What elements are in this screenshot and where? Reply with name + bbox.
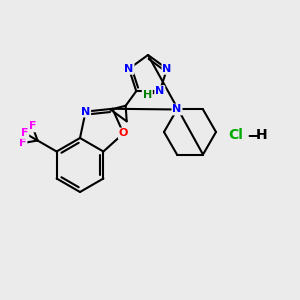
- Text: F: F: [21, 128, 28, 138]
- Text: F: F: [19, 138, 26, 148]
- Text: N: N: [124, 64, 134, 74]
- Text: Cl: Cl: [228, 128, 243, 142]
- Text: O: O: [119, 128, 128, 138]
- Text: H: H: [256, 128, 268, 142]
- Text: H: H: [143, 90, 152, 100]
- Text: N: N: [172, 104, 182, 115]
- Text: N: N: [162, 64, 172, 74]
- Text: F: F: [29, 122, 36, 131]
- Text: N: N: [155, 86, 164, 96]
- Text: N: N: [81, 106, 90, 117]
- Text: −: −: [246, 126, 260, 144]
